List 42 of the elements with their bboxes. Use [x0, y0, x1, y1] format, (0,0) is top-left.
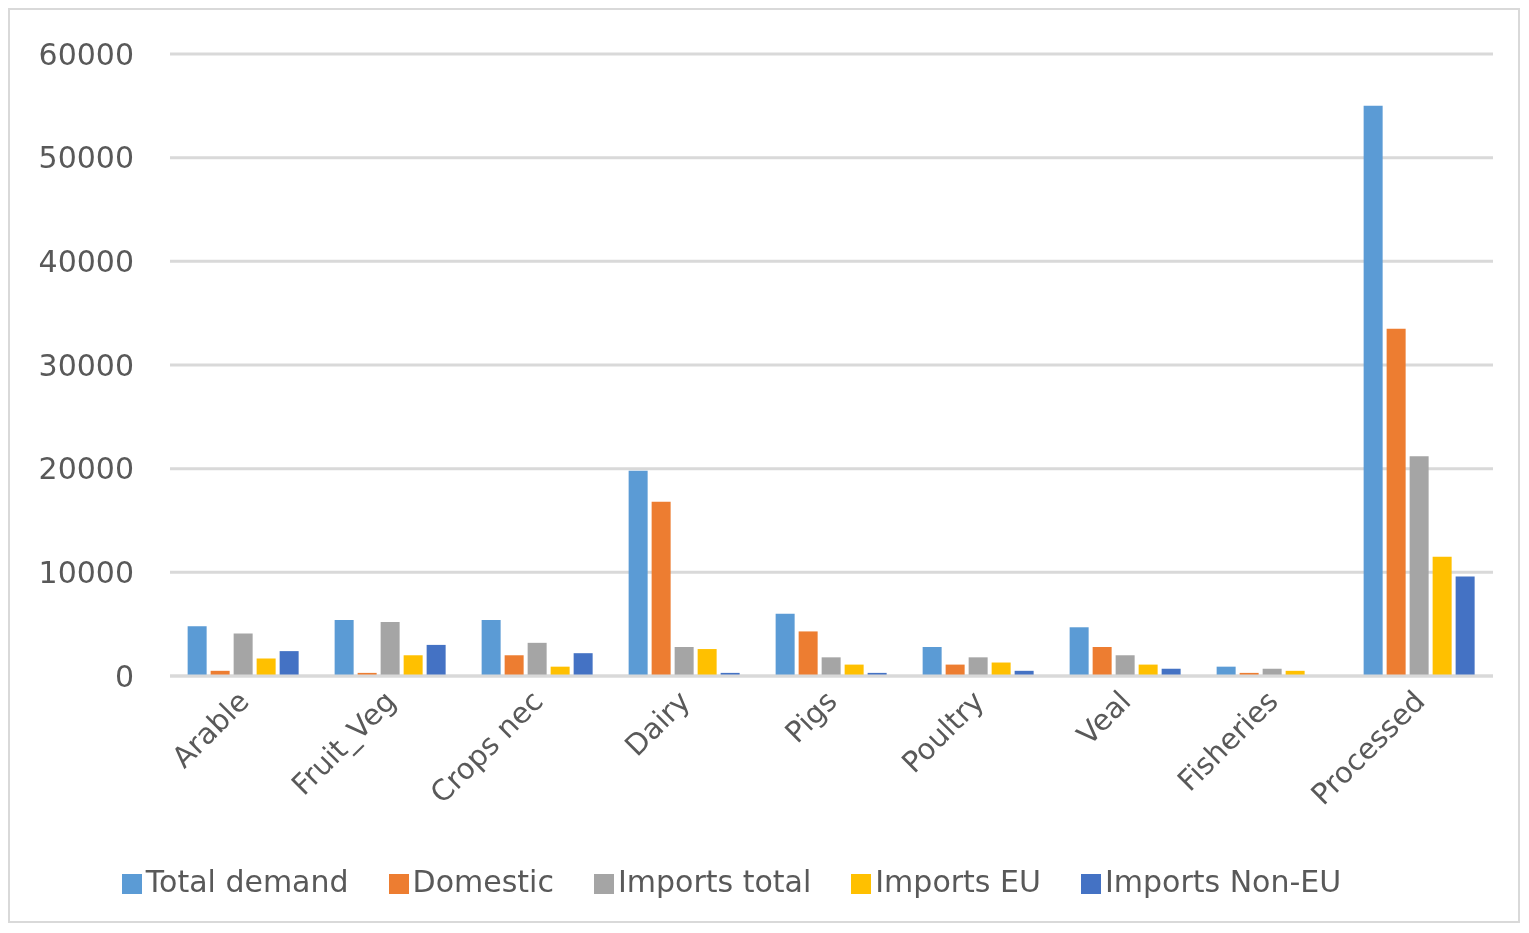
legend-label: Imports EU	[875, 864, 1041, 899]
y-tick-label: 50000	[38, 140, 134, 176]
bar	[279, 651, 299, 676]
bar	[922, 646, 942, 676]
bar	[651, 501, 671, 676]
bar	[481, 620, 501, 676]
y-tick-label: 40000	[38, 243, 134, 279]
bar	[426, 644, 446, 676]
legend-label: Domestic	[412, 864, 554, 899]
bar	[1092, 646, 1112, 676]
x-tick-label: Pigs	[778, 683, 844, 750]
bar	[1069, 627, 1089, 676]
bar	[334, 620, 354, 676]
bar	[697, 649, 717, 676]
bar	[1455, 576, 1475, 676]
y-tick-label: 60000	[38, 36, 134, 72]
bar	[821, 657, 841, 676]
bar	[380, 622, 400, 676]
y-tick-label: 0	[114, 658, 134, 694]
bar	[775, 613, 795, 676]
bar	[674, 646, 694, 676]
bar	[628, 470, 648, 676]
y-tick-label: 10000	[38, 554, 134, 590]
legend-label: Total demand	[145, 864, 349, 899]
bar	[1386, 328, 1406, 676]
bar	[187, 626, 207, 676]
bar	[504, 655, 524, 676]
y-tick-label: 30000	[38, 347, 134, 383]
bar	[1432, 556, 1452, 676]
bar	[233, 633, 253, 676]
legend-label: Imports Non-EU	[1104, 864, 1342, 899]
bar	[1115, 655, 1135, 676]
bar	[403, 655, 423, 676]
bar	[798, 631, 818, 676]
legend-label: Imports total	[617, 864, 812, 899]
bar	[256, 658, 276, 676]
bar	[968, 657, 988, 676]
y-tick-label: 20000	[38, 451, 134, 487]
bar	[573, 653, 593, 676]
bar	[527, 642, 547, 676]
bar	[1409, 456, 1429, 676]
bar	[1363, 105, 1383, 676]
